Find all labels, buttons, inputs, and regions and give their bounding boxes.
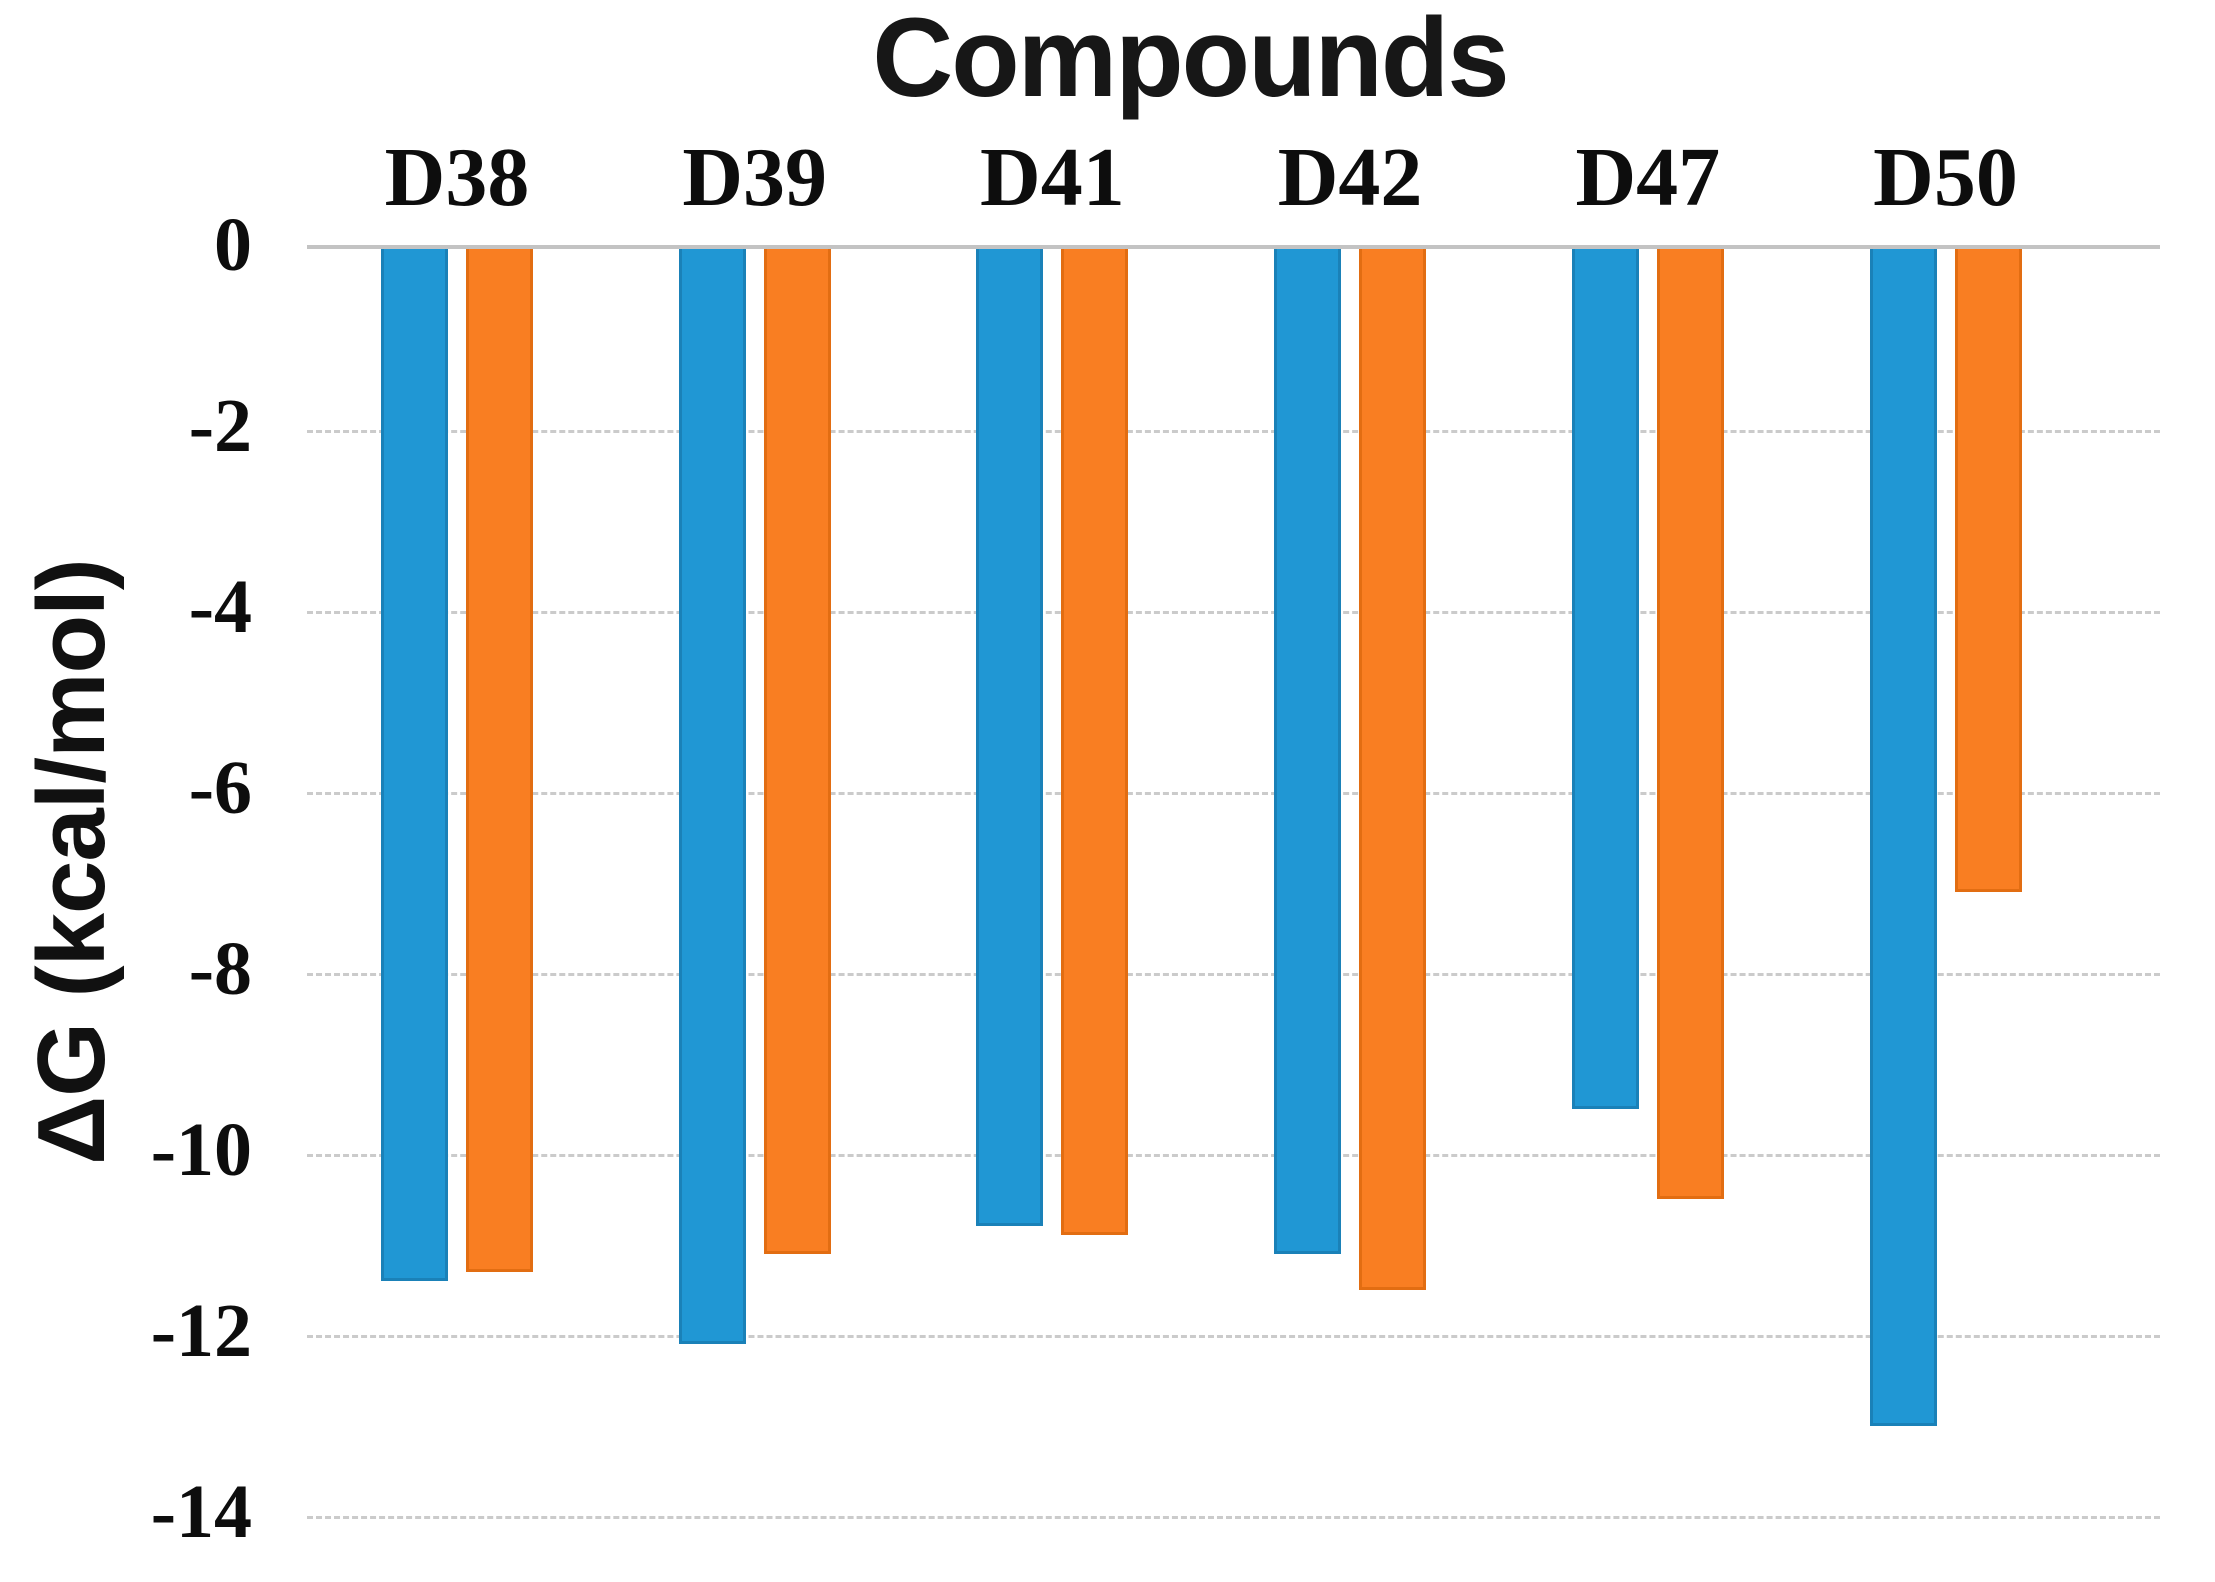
y-tick-label--4: -4 xyxy=(188,565,252,649)
y-tick-label--10: -10 xyxy=(150,1108,252,1192)
bar-D38-orange xyxy=(466,249,533,1272)
chart-title: Compounds xyxy=(872,0,1509,120)
gridline--12 xyxy=(307,1335,2160,1338)
y-tick-label--2: -2 xyxy=(188,384,252,468)
gridline--14 xyxy=(307,1516,2160,1519)
category-label-D38: D38 xyxy=(384,131,530,224)
y-tick-label-0: 0 xyxy=(214,203,252,287)
bar-D50-blue xyxy=(1869,249,1937,1426)
bar-D50-orange xyxy=(1954,249,2022,892)
bar-D38-blue xyxy=(381,249,448,1281)
bar-D39-orange xyxy=(763,249,831,1254)
y-tick-label--12: -12 xyxy=(150,1289,252,1373)
category-label-D39: D39 xyxy=(682,131,828,224)
bar-D47-blue xyxy=(1571,249,1639,1109)
gridline--6 xyxy=(307,792,2160,795)
y-tick-label--8: -8 xyxy=(188,927,252,1011)
bar-D41-blue xyxy=(976,249,1044,1227)
plot-area xyxy=(307,245,2160,1519)
gridline--4 xyxy=(307,611,2160,614)
category-label-D50: D50 xyxy=(1873,131,2018,224)
bar-D42-blue xyxy=(1274,249,1342,1254)
bar-D47-orange xyxy=(1656,249,1724,1200)
y-tick-label--6: -6 xyxy=(188,746,252,830)
bar-D41-orange xyxy=(1061,249,1129,1236)
gridline--8 xyxy=(307,973,2160,976)
gridline--10 xyxy=(307,1154,2160,1157)
bar-D42-orange xyxy=(1359,249,1427,1290)
gridline--2 xyxy=(307,430,2160,433)
bar-D39-blue xyxy=(678,249,746,1345)
y-tick-label--14: -14 xyxy=(150,1470,252,1554)
category-label-D47: D47 xyxy=(1575,131,1721,224)
category-label-D42: D42 xyxy=(1277,131,1423,224)
y-axis-title: ΔG (kcal/mol) xyxy=(18,559,125,1165)
category-label-D41: D41 xyxy=(980,131,1125,224)
